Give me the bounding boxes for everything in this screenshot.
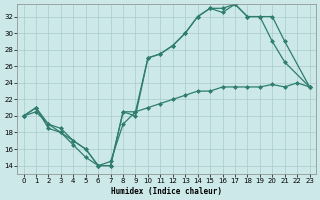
- X-axis label: Humidex (Indice chaleur): Humidex (Indice chaleur): [111, 187, 222, 196]
